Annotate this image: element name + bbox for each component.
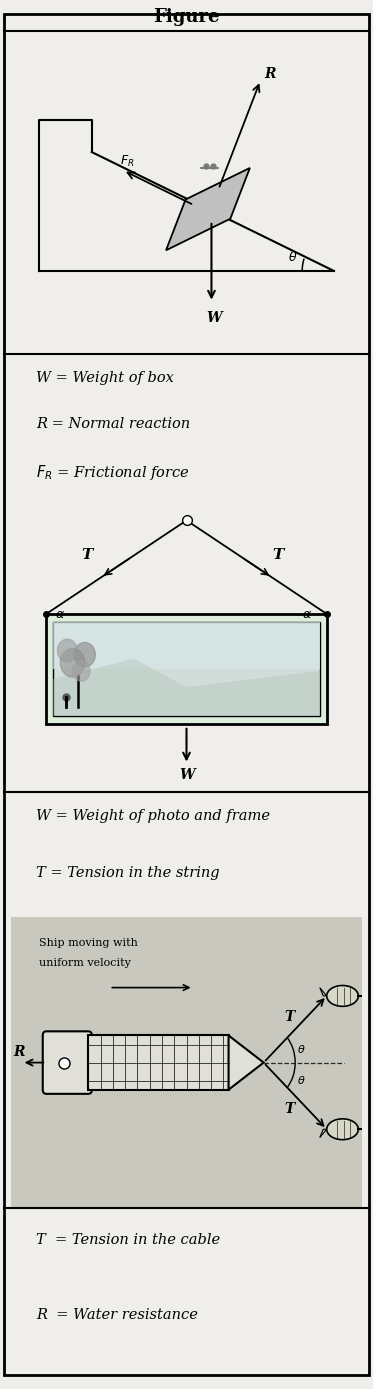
Text: $F_R$: $F_R$ <box>120 153 134 168</box>
Ellipse shape <box>327 1120 358 1139</box>
Text: T: T <box>285 1010 295 1024</box>
Text: $F_R$ = Frictional force: $F_R$ = Frictional force <box>36 463 189 482</box>
Text: W = Weight of photo and frame: W = Weight of photo and frame <box>36 810 270 824</box>
Circle shape <box>60 649 85 676</box>
Text: T: T <box>285 1101 295 1115</box>
Text: T  = Tension in the cable: T = Tension in the cable <box>36 1233 220 1247</box>
Text: $\alpha$: $\alpha$ <box>302 608 312 621</box>
FancyBboxPatch shape <box>43 1032 92 1095</box>
Circle shape <box>72 661 90 681</box>
Circle shape <box>74 642 95 667</box>
Bar <box>46 614 327 724</box>
Polygon shape <box>53 658 320 715</box>
Text: R  = Water resistance: R = Water resistance <box>36 1308 198 1322</box>
Text: W = Weight of box: W = Weight of box <box>36 371 173 385</box>
Bar <box>53 622 320 715</box>
Text: $\alpha$: $\alpha$ <box>55 608 65 621</box>
Ellipse shape <box>327 986 358 1007</box>
Text: uniform velocity: uniform velocity <box>39 958 131 968</box>
Polygon shape <box>229 1036 264 1090</box>
Polygon shape <box>320 988 327 996</box>
Bar <box>53 622 320 669</box>
Bar <box>88 1036 229 1090</box>
Text: Figure: Figure <box>153 8 220 26</box>
Text: T = Tension in the string: T = Tension in the string <box>36 867 219 881</box>
Polygon shape <box>166 168 250 250</box>
Text: W: W <box>179 768 195 782</box>
Text: R = Normal reaction: R = Normal reaction <box>36 417 190 431</box>
Text: T: T <box>81 549 93 563</box>
Text: Ship moving with: Ship moving with <box>39 938 138 947</box>
Text: R: R <box>13 1046 25 1060</box>
Text: $\theta$: $\theta$ <box>288 250 298 264</box>
Text: T: T <box>272 549 284 563</box>
Polygon shape <box>320 1129 327 1138</box>
Text: $\theta$: $\theta$ <box>297 1074 305 1086</box>
Text: W: W <box>206 311 222 325</box>
Text: $\theta$: $\theta$ <box>297 1043 305 1056</box>
Circle shape <box>57 639 77 663</box>
Text: R: R <box>264 68 275 82</box>
